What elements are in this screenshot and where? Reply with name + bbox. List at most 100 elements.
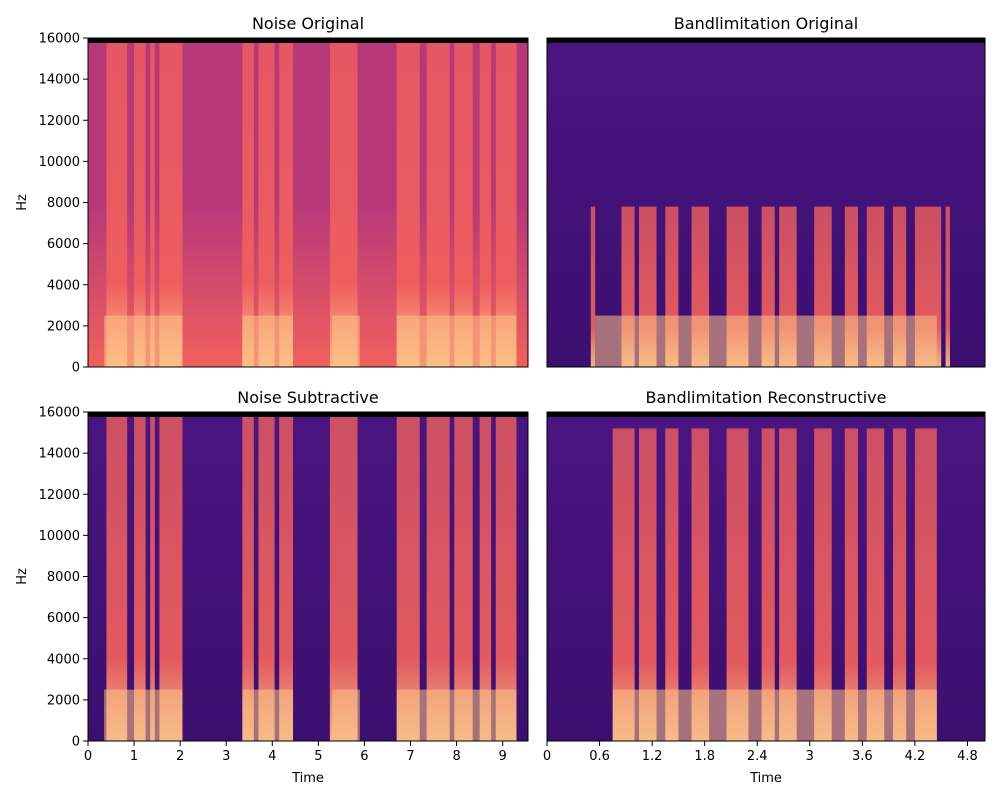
- harmonic-band: [332, 689, 360, 741]
- speech-segment: [106, 412, 128, 741]
- x-tick-label: 3: [222, 749, 230, 764]
- x-tick-label: 2.4: [747, 749, 768, 764]
- y-tick-label: 16000: [39, 406, 80, 421]
- x-tick-label: 5: [314, 749, 322, 764]
- speech-segment: [426, 38, 450, 367]
- harmonic-band: [396, 315, 517, 367]
- speech-segment: [638, 428, 657, 741]
- spectrogram-panel-2: Bandlimitation Original: [546, 14, 986, 368]
- y-tick-label: 4000: [47, 652, 80, 667]
- y-tick-label: 14000: [39, 447, 80, 462]
- speech-segment: [150, 412, 155, 741]
- speech-segment: [726, 428, 749, 741]
- speech-segment: [396, 412, 420, 741]
- x-tick-label: 7: [406, 749, 414, 764]
- y-tick-label: 4000: [47, 278, 80, 293]
- x-tick-label: 2: [176, 749, 184, 764]
- speech-segment: [691, 428, 710, 741]
- y-tick-label: 0: [72, 361, 80, 376]
- y-tick-label: 10000: [39, 155, 80, 170]
- x-tick-label: 0.6: [589, 749, 610, 764]
- y-tick-label: 12000: [39, 488, 80, 503]
- x-tick-label: 9: [499, 749, 507, 764]
- x-tick-label: 1.2: [642, 749, 663, 764]
- x-tick-label: 0: [84, 749, 92, 764]
- speech-segment: [134, 38, 146, 367]
- speech-segment: [893, 428, 907, 741]
- spectrogram-panel-1: Noise Original 0 2000 4000 6000 8000 10000 1200…: [15, 14, 529, 376]
- x-tick-label: 1: [130, 749, 138, 764]
- y-tick-label: 14000: [39, 73, 80, 88]
- speech-segment: [329, 412, 358, 741]
- x-tick-label: 0: [543, 749, 551, 764]
- y-tick-label: 6000: [47, 611, 80, 626]
- x-tick-label: 4: [268, 749, 276, 764]
- spectrogram-panel-3: Noise Subtractive 0 2000 4000 6000 8000 10000 1…: [15, 388, 529, 786]
- speech-segment: [396, 38, 420, 367]
- harmonic-band: [612, 689, 937, 741]
- y-tick-label: 12000: [39, 114, 80, 129]
- spectrogram-image: [88, 38, 528, 367]
- speech-segment: [590, 206, 596, 367]
- speech-segment: [150, 38, 155, 367]
- y-tick-label: 8000: [47, 196, 80, 211]
- speech-segment: [258, 38, 275, 367]
- speech-segment: [479, 412, 492, 741]
- harmonic-band: [104, 315, 183, 367]
- panel-title: Bandlimitation Original: [674, 14, 858, 33]
- speech-segment: [866, 428, 885, 741]
- spectrogram-panel-4: Bandlimitation Reconstructive 0 0.6 1.2 1.8 2…: [543, 388, 986, 786]
- x-tick-label: 1.8: [694, 749, 715, 764]
- y-tick-label: 16000: [39, 32, 80, 47]
- spectrogram-image: [88, 412, 528, 741]
- speech-segment: [844, 428, 858, 741]
- speech-segment: [159, 38, 183, 367]
- y-tick-label: 8000: [47, 570, 80, 585]
- x-axis-label: Time: [291, 771, 324, 786]
- speech-segment: [426, 412, 450, 741]
- harmonic-band: [396, 689, 517, 741]
- speech-segment: [495, 38, 517, 367]
- y-tick-label: 2000: [47, 693, 80, 708]
- x-tick-label: 4.2: [905, 749, 926, 764]
- speech-segment: [279, 38, 294, 367]
- speech-segment: [914, 428, 937, 741]
- axes-frame: [546, 411, 986, 742]
- spectrogram-image: [547, 412, 985, 741]
- harmonic-band: [242, 315, 294, 367]
- spectrogram-image: [547, 38, 985, 367]
- y-axis-label: Hz: [15, 194, 30, 211]
- speech-segment: [479, 38, 492, 367]
- harmonic-band: [332, 315, 360, 367]
- nyquist-edge: [88, 412, 528, 417]
- y-tick-label: 0: [72, 735, 80, 750]
- x-tick-label: 6: [360, 749, 368, 764]
- speech-segment: [106, 38, 128, 367]
- speech-segment: [242, 38, 254, 367]
- speech-segment: [134, 412, 146, 741]
- speech-segment: [612, 428, 635, 741]
- x-tick-label: 3.6: [852, 749, 873, 764]
- panel-title: Noise Subtractive: [237, 388, 378, 407]
- y-tick-label: 6000: [47, 237, 80, 252]
- y-tick-label: 2000: [47, 319, 80, 334]
- speech-segment: [779, 428, 797, 741]
- speech-segment: [159, 412, 183, 741]
- harmonic-band: [104, 689, 183, 741]
- speech-segment: [495, 412, 517, 741]
- speech-segment: [454, 38, 473, 367]
- x-tick-label: 8: [452, 749, 460, 764]
- x-tick-label: 3: [806, 749, 814, 764]
- speech-segment: [761, 428, 775, 741]
- harmonic-band: [595, 315, 937, 367]
- speech-segment: [814, 428, 832, 741]
- speech-segment: [242, 412, 254, 741]
- panel-title: Noise Original: [252, 14, 364, 33]
- speech-segment: [454, 412, 473, 741]
- speech-segment: [329, 38, 358, 367]
- nyquist-edge: [547, 38, 985, 43]
- harmonic-band: [242, 689, 294, 741]
- speech-segment: [279, 412, 294, 741]
- y-tick-label: 10000: [39, 529, 80, 544]
